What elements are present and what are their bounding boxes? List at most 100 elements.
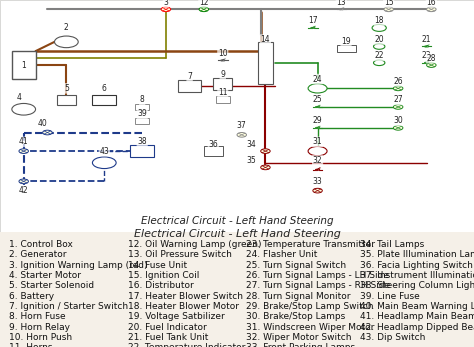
Text: 24. Flasher Unit: 24. Flasher Unit: [246, 251, 318, 260]
Circle shape: [393, 105, 403, 109]
Text: 6: 6: [102, 84, 107, 93]
Text: 36. Facia Lighting Switch: 36. Facia Lighting Switch: [360, 261, 473, 270]
Text: 6. Battery: 6. Battery: [9, 292, 55, 301]
Circle shape: [261, 149, 270, 153]
Bar: [216, 96, 230, 103]
Text: 8. Horn Fuse: 8. Horn Fuse: [9, 312, 66, 321]
Bar: [12, 51, 36, 79]
Text: 32: 32: [313, 156, 322, 165]
Circle shape: [19, 179, 28, 184]
Bar: [135, 118, 149, 124]
Text: 16. Distributor: 16. Distributor: [128, 281, 194, 290]
Bar: [178, 80, 201, 92]
Text: 39. Line Fuse: 39. Line Fuse: [360, 292, 420, 301]
Text: 3. Ignition Warning Lamp (red): 3. Ignition Warning Lamp (red): [9, 261, 148, 270]
Circle shape: [372, 24, 386, 31]
Circle shape: [318, 107, 319, 108]
Text: 33: 33: [313, 177, 322, 186]
Text: 11. Horns: 11. Horns: [9, 344, 53, 347]
Text: 29: 29: [313, 116, 322, 125]
Text: 30: 30: [393, 116, 403, 125]
Text: 22: 22: [374, 51, 384, 60]
Text: 37. Instrument Illumination: 37. Instrument Illumination: [360, 271, 474, 280]
Text: 28: 28: [427, 54, 436, 62]
Text: 5: 5: [64, 84, 69, 93]
Circle shape: [223, 60, 225, 61]
Circle shape: [384, 7, 393, 12]
Text: 2: 2: [64, 23, 69, 32]
Text: 10. Horn Push: 10. Horn Push: [9, 333, 73, 342]
Text: 40. Main Beam Warning Lamp: 40. Main Beam Warning Lamp: [360, 302, 474, 311]
Circle shape: [318, 127, 319, 128]
Text: 9. Horn Relay: 9. Horn Relay: [9, 323, 71, 332]
Text: 36: 36: [209, 139, 218, 149]
Circle shape: [92, 157, 116, 169]
Text: 42: 42: [19, 186, 28, 195]
Circle shape: [316, 127, 318, 128]
Text: 14. Fuse Unit: 14. Fuse Unit: [128, 261, 187, 270]
Text: 37: 37: [237, 121, 246, 130]
Circle shape: [427, 46, 429, 47]
Text: 1: 1: [21, 61, 26, 70]
Text: 19. Voltage Satbilizer: 19. Voltage Satbilizer: [128, 312, 225, 321]
Circle shape: [261, 165, 270, 170]
Text: 25: 25: [313, 95, 322, 104]
Text: 41: 41: [19, 137, 28, 146]
Text: 38: 38: [137, 137, 147, 146]
Circle shape: [318, 169, 319, 170]
Circle shape: [311, 27, 313, 28]
Text: 30. Brake/Stop Lamps: 30. Brake/Stop Lamps: [246, 312, 346, 321]
Circle shape: [316, 169, 318, 170]
Text: 21: 21: [422, 35, 431, 44]
Text: 18: 18: [374, 16, 384, 25]
Circle shape: [424, 46, 427, 47]
Text: 27. Turn Signal Lamps - RH Side: 27. Turn Signal Lamps - RH Side: [246, 281, 391, 290]
Bar: [337, 45, 356, 52]
Text: 11: 11: [218, 88, 228, 98]
Text: 17: 17: [308, 16, 318, 25]
Circle shape: [308, 84, 327, 93]
Text: 19: 19: [341, 37, 351, 46]
Text: 13: 13: [337, 0, 346, 7]
Text: 15. Ignition Coil: 15. Ignition Coil: [128, 271, 200, 280]
Text: 18. Heater Blower Motor: 18. Heater Blower Motor: [128, 302, 239, 311]
Text: 22. Temperature Indicator: 22. Temperature Indicator: [128, 344, 246, 347]
Circle shape: [43, 130, 52, 135]
Circle shape: [341, 9, 343, 10]
Text: 21. Fuel Tank Unit: 21. Fuel Tank Unit: [128, 333, 209, 342]
Circle shape: [308, 146, 327, 156]
Bar: [258, 42, 273, 84]
Text: 27: 27: [393, 95, 403, 104]
Text: 41. Headlamp Main Beams: 41. Headlamp Main Beams: [360, 312, 474, 321]
Circle shape: [339, 9, 341, 10]
Circle shape: [19, 149, 28, 153]
Text: 15: 15: [384, 0, 393, 7]
Circle shape: [313, 188, 322, 193]
Text: 20: 20: [374, 35, 384, 44]
Text: 10: 10: [218, 49, 228, 58]
Text: 28. Turn Signal Monitor: 28. Turn Signal Monitor: [246, 292, 351, 301]
Text: 14: 14: [261, 35, 270, 44]
Text: 38. Steering Column Light Switch: 38. Steering Column Light Switch: [360, 281, 474, 290]
Text: 7. Ignition / Starter Switch: 7. Ignition / Starter Switch: [9, 302, 128, 311]
Text: 5. Starter Solenoid: 5. Starter Solenoid: [9, 281, 95, 290]
Text: 39: 39: [137, 109, 147, 118]
Bar: [130, 145, 154, 157]
Text: 42. Headlamp Dipped Beams: 42. Headlamp Dipped Beams: [360, 323, 474, 332]
Text: 35. Plate Illumination Lamp: 35. Plate Illumination Lamp: [360, 251, 474, 260]
Text: 32. Wiper Motor Switch: 32. Wiper Motor Switch: [246, 333, 352, 342]
Text: 40: 40: [38, 119, 47, 128]
Bar: [92, 95, 116, 105]
Text: 7: 7: [187, 72, 192, 81]
Text: Electrical Circuit - Left Hand Steering: Electrical Circuit - Left Hand Steering: [134, 229, 340, 239]
Text: 4: 4: [17, 93, 21, 102]
Text: 26: 26: [393, 77, 403, 86]
Circle shape: [220, 60, 223, 61]
Bar: [204, 146, 223, 156]
Text: 13. Oil Pressure Switch: 13. Oil Pressure Switch: [128, 251, 232, 260]
Text: 20. Fuel Indicator: 20. Fuel Indicator: [128, 323, 207, 332]
Circle shape: [237, 133, 246, 137]
Text: 43: 43: [100, 147, 109, 155]
Circle shape: [12, 103, 36, 115]
Text: 12. Oil Warning Lamp (green): 12. Oil Warning Lamp (green): [128, 240, 262, 249]
